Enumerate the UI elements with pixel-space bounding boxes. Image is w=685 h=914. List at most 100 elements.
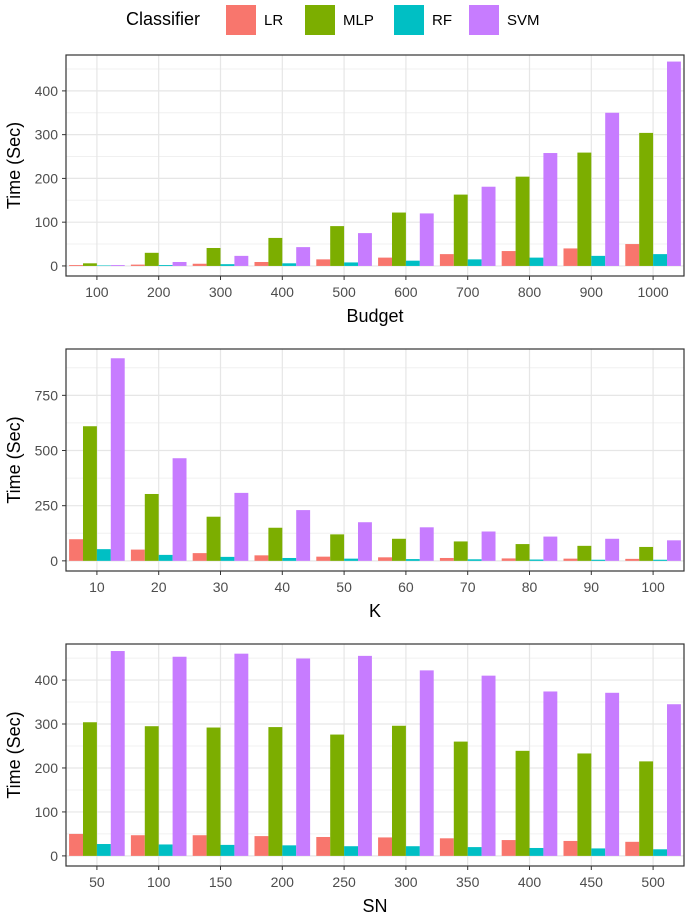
bar-svm-600 xyxy=(419,213,434,266)
panel-border xyxy=(65,348,685,572)
bar-svm-50 xyxy=(358,522,372,561)
y-tick-label: 200 xyxy=(35,170,59,186)
x-axis-title: SN xyxy=(362,896,387,914)
bar-rf-400 xyxy=(282,263,297,266)
chart-panel-1: 0 100 200 300 400 100 200 300 400 500 600 700 800 900… xyxy=(4,54,685,326)
bar-svm-30 xyxy=(234,492,249,561)
bar-rf-50 xyxy=(344,558,359,561)
bar-mlp-50 xyxy=(330,534,345,561)
bar-rf-100 xyxy=(653,559,668,561)
bar-svm-60 xyxy=(419,527,434,561)
bar-rf-800 xyxy=(529,257,544,266)
bar-rf-450 xyxy=(591,848,606,856)
legend-swatch-svm xyxy=(469,5,499,35)
y-tick-label: 200 xyxy=(35,760,59,776)
bar-mlp-1000 xyxy=(639,132,654,266)
y-tick-label: 500 xyxy=(35,443,59,459)
x-tick-label: 100 xyxy=(85,284,109,300)
bar-svm-100 xyxy=(172,656,187,856)
bar-rf-600 xyxy=(405,260,420,266)
bar-lr-10 xyxy=(69,539,83,561)
bar-mlp-30 xyxy=(206,516,221,561)
bar-rf-400 xyxy=(529,847,544,856)
bar-svm-250 xyxy=(358,655,372,856)
bar-svm-10 xyxy=(110,358,125,561)
bar-mlp-600 xyxy=(391,212,406,266)
bar-svm-40 xyxy=(296,510,311,561)
x-tick-label: 250 xyxy=(332,874,356,890)
y-tick-label: 750 xyxy=(35,387,59,403)
bar-svm-200 xyxy=(172,261,187,266)
x-tick-label: 200 xyxy=(147,284,171,300)
bar-mlp-800 xyxy=(515,176,530,266)
bar-mlp-100 xyxy=(144,726,159,856)
x-tick-label: 200 xyxy=(271,874,295,890)
bar-svm-300 xyxy=(419,670,434,856)
bar-svm-500 xyxy=(358,233,372,266)
bar-mlp-400 xyxy=(268,237,283,266)
bar-lr-30 xyxy=(192,553,207,561)
bar-lr-800 xyxy=(501,251,516,266)
legend-label-mlp: MLP xyxy=(343,12,374,29)
bar-lr-500 xyxy=(316,259,331,266)
bar-mlp-500 xyxy=(330,226,345,266)
bar-svm-100 xyxy=(110,265,125,266)
legend-label-lr: LR xyxy=(264,12,283,29)
bar-rf-200 xyxy=(282,845,297,856)
x-tick-label: 50 xyxy=(336,579,352,595)
bar-lr-200 xyxy=(254,836,269,856)
bar-svm-1000 xyxy=(667,61,681,266)
bar-svm-400 xyxy=(543,691,558,856)
x-tick-label: 90 xyxy=(584,579,600,595)
bar-mlp-900 xyxy=(577,152,592,266)
x-axis-title: Budget xyxy=(346,306,403,326)
bar-svm-500 xyxy=(667,704,681,856)
x-tick-label: 150 xyxy=(209,874,233,890)
y-tick-label: 0 xyxy=(50,258,58,274)
bar-mlp-450 xyxy=(577,753,592,856)
bar-svm-100 xyxy=(667,540,681,561)
bar-mlp-500 xyxy=(639,761,654,856)
bar-lr-300 xyxy=(192,263,207,266)
bar-mlp-10 xyxy=(82,426,97,561)
x-tick-label: 80 xyxy=(522,579,538,595)
x-tick-label: 400 xyxy=(271,284,295,300)
panel-border xyxy=(65,643,685,867)
bar-svm-900 xyxy=(605,112,620,266)
y-tick-label: 0 xyxy=(50,553,58,569)
chart-panel-2: 0 250 500 750 10 20 30 40 50 60 70 80 90 100 K Time (Se… xyxy=(4,348,685,621)
x-tick-label: 300 xyxy=(209,284,233,300)
x-tick-label: 900 xyxy=(580,284,604,300)
bar-lr-300 xyxy=(378,837,392,856)
bar-rf-70 xyxy=(467,559,482,561)
bar-rf-250 xyxy=(344,846,359,856)
y-tick-label: 300 xyxy=(35,127,59,143)
bar-mlp-100 xyxy=(82,263,97,266)
bar-lr-400 xyxy=(254,261,269,266)
x-tick-label: 300 xyxy=(394,874,418,890)
legend-swatch-mlp xyxy=(305,5,335,35)
y-tick-label: 400 xyxy=(35,672,59,688)
bar-lr-900 xyxy=(563,248,578,266)
bar-mlp-80 xyxy=(515,544,530,561)
bar-rf-50 xyxy=(96,844,111,856)
legend-label-rf: RF xyxy=(432,12,452,29)
y-axis-title: Time (Sec) xyxy=(4,416,24,503)
x-tick-label: 500 xyxy=(332,284,356,300)
bar-lr-80 xyxy=(501,558,516,561)
panel-border xyxy=(65,54,685,277)
y-tick-label: 250 xyxy=(35,498,59,514)
bar-lr-400 xyxy=(501,840,516,856)
bar-svm-700 xyxy=(481,186,496,266)
bar-lr-700 xyxy=(439,254,454,266)
x-tick-label: 600 xyxy=(394,284,418,300)
x-tick-label: 10 xyxy=(89,579,105,595)
bar-rf-300 xyxy=(220,264,235,266)
bar-lr-1000 xyxy=(625,244,640,266)
bar-rf-500 xyxy=(344,262,359,266)
bar-lr-40 xyxy=(254,555,269,561)
x-tick-label: 100 xyxy=(641,579,665,595)
bar-svm-150 xyxy=(234,653,249,856)
x-tick-label: 400 xyxy=(518,874,542,890)
